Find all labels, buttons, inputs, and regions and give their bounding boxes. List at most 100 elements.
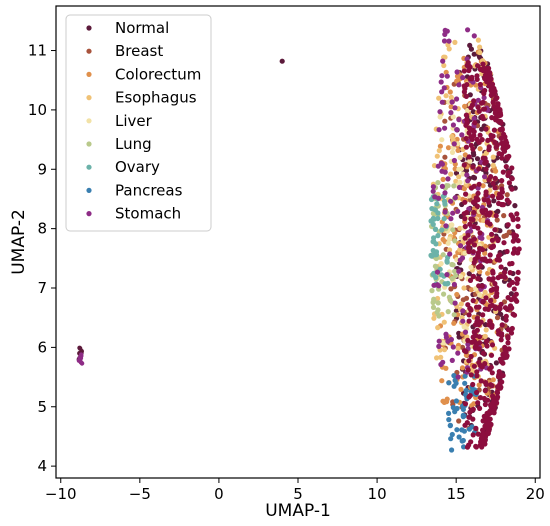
point-stomach-73 <box>452 105 458 111</box>
point-lung-59 <box>446 294 452 300</box>
point-normal-dominant--69 <box>498 337 504 343</box>
point-normal-dominant--314 <box>465 337 471 343</box>
point-normal-dominant--330 <box>494 285 500 291</box>
point-normal-dominant--218 <box>483 295 489 301</box>
point-liver-56 <box>462 250 468 256</box>
point-normal-dominant--411 <box>463 191 469 197</box>
point-normal-dominant--414 <box>511 294 517 300</box>
point-normal-dominant--458 <box>494 390 501 396</box>
y-tick-label: 5 <box>37 398 47 416</box>
point-normal-dominant--34 <box>491 127 497 133</box>
point-normal-dominant--263 <box>468 238 474 244</box>
point-normal-dominant--286 <box>465 245 472 251</box>
point-normal-dominant--347 <box>508 330 515 336</box>
point-normal-dominant--104 <box>474 136 480 142</box>
point-esophagus-104 <box>475 37 481 43</box>
point-normal-dominant--390 <box>473 332 479 339</box>
point-stomach-23 <box>456 117 462 123</box>
legend-label-ovary: Ovary <box>115 158 160 176</box>
point-normal-dominant--429 <box>476 359 482 366</box>
point-normal-dominant--474 <box>484 425 490 431</box>
point-normal-dominant--196 <box>492 281 498 287</box>
point-ovary-9 <box>439 227 445 233</box>
point-normal-31 <box>466 271 472 277</box>
point-normal-dominant--389 <box>481 440 487 446</box>
point-normal-dominant--405 <box>506 153 512 159</box>
point-esophagus-70 <box>438 354 444 360</box>
point-liver-52 <box>457 179 463 185</box>
point-stomach-20 <box>459 132 465 138</box>
point-normal-132 <box>479 126 485 132</box>
point-normal-dominant--404 <box>475 254 481 260</box>
point-normal-dominant--387 <box>479 137 485 143</box>
point-normal-dominant--18 <box>464 444 471 450</box>
point-normal-dominant--167 <box>466 394 472 400</box>
point-pancreas-40 <box>450 404 456 411</box>
x-tick-label: 20 <box>526 485 545 503</box>
point-normal-dominant--462 <box>508 212 514 218</box>
point-liver-7 <box>449 222 455 228</box>
point-esophagus-65 <box>441 319 447 325</box>
point-normal-dominant--508 <box>500 352 506 358</box>
point-stomach-94 <box>436 343 442 349</box>
point-normal-dominant--324 <box>500 202 507 208</box>
point-normal-dominant--7 <box>489 237 495 243</box>
legend-marker-ovary <box>86 164 92 170</box>
point-colorectum-94 <box>480 183 486 189</box>
point-normal-dominant--245 <box>487 303 493 309</box>
point-stomach-29 <box>448 336 454 343</box>
point-normal-dominant--418 <box>468 105 474 111</box>
point-normal-dominant--391 <box>471 363 477 369</box>
point-normal-dominant--434 <box>515 238 521 244</box>
point-stomach-21 <box>457 243 464 249</box>
point-colorectum-141 <box>459 365 466 371</box>
point-pancreas-20 <box>456 434 462 440</box>
point-ovary-48 <box>430 215 436 221</box>
point-colorectum-72 <box>444 396 450 402</box>
point-normal-dominant--280 <box>496 151 502 157</box>
point-normal-dominant--376 <box>462 235 468 241</box>
point-normal-dominant--514 <box>509 325 515 332</box>
point-stomach-90 <box>450 210 456 216</box>
point-stomach-81 <box>435 163 441 169</box>
point-normal-dominant--59 <box>507 270 513 276</box>
point-normal-dominant--518 <box>479 283 485 289</box>
point-esophagus-94 <box>448 94 454 100</box>
point-normal-dominant--311 <box>462 199 468 205</box>
point-colorectum-154 <box>443 365 449 371</box>
point-stomach-66 <box>442 125 448 131</box>
point-normal-dominant--507 <box>506 282 512 288</box>
point-normal-dominant--378 <box>481 197 487 203</box>
point-colorectum-113 <box>477 146 483 152</box>
point-normal-dominant--320 <box>475 275 481 282</box>
point-lung-11 <box>453 273 459 279</box>
point-normal-dominant--83 <box>499 178 505 184</box>
point-normal-dominant--380 <box>515 216 521 222</box>
point-lung-24 <box>445 309 451 315</box>
point-colorectum-114 <box>476 382 482 388</box>
point-normal-dominant--450 <box>493 235 499 241</box>
point-normal-144 <box>453 308 459 314</box>
point-normal-dominant--318 <box>477 81 483 88</box>
point-stomach-76 <box>439 183 445 189</box>
legend-label-lung: Lung <box>115 135 152 153</box>
y-tick-label: 9 <box>37 160 47 178</box>
legend-label-pancreas: Pancreas <box>115 181 183 199</box>
point-stomach-95 <box>454 69 460 75</box>
point-normal-dominant--192 <box>515 269 521 275</box>
point-pancreas-12 <box>446 410 452 416</box>
point-normal-dominant--505 <box>486 210 492 216</box>
point-normal-dominant--487 <box>483 192 489 198</box>
point-normal-dominant--227 <box>493 117 499 123</box>
point-pancreas-33 <box>453 380 459 386</box>
point-normal-dominant--268 <box>509 305 515 311</box>
point-stomach-24 <box>452 195 458 201</box>
point-normal-dominant--393 <box>499 331 505 337</box>
point-normal-dominant--313 <box>488 287 494 293</box>
point-normal-dominant--88 <box>480 350 487 356</box>
point-normal-dominant--161 <box>471 98 477 104</box>
point-normal-dominant--366 <box>476 181 482 187</box>
point-stomach-75 <box>434 269 441 275</box>
point-normal-dominant--353 <box>498 194 505 200</box>
